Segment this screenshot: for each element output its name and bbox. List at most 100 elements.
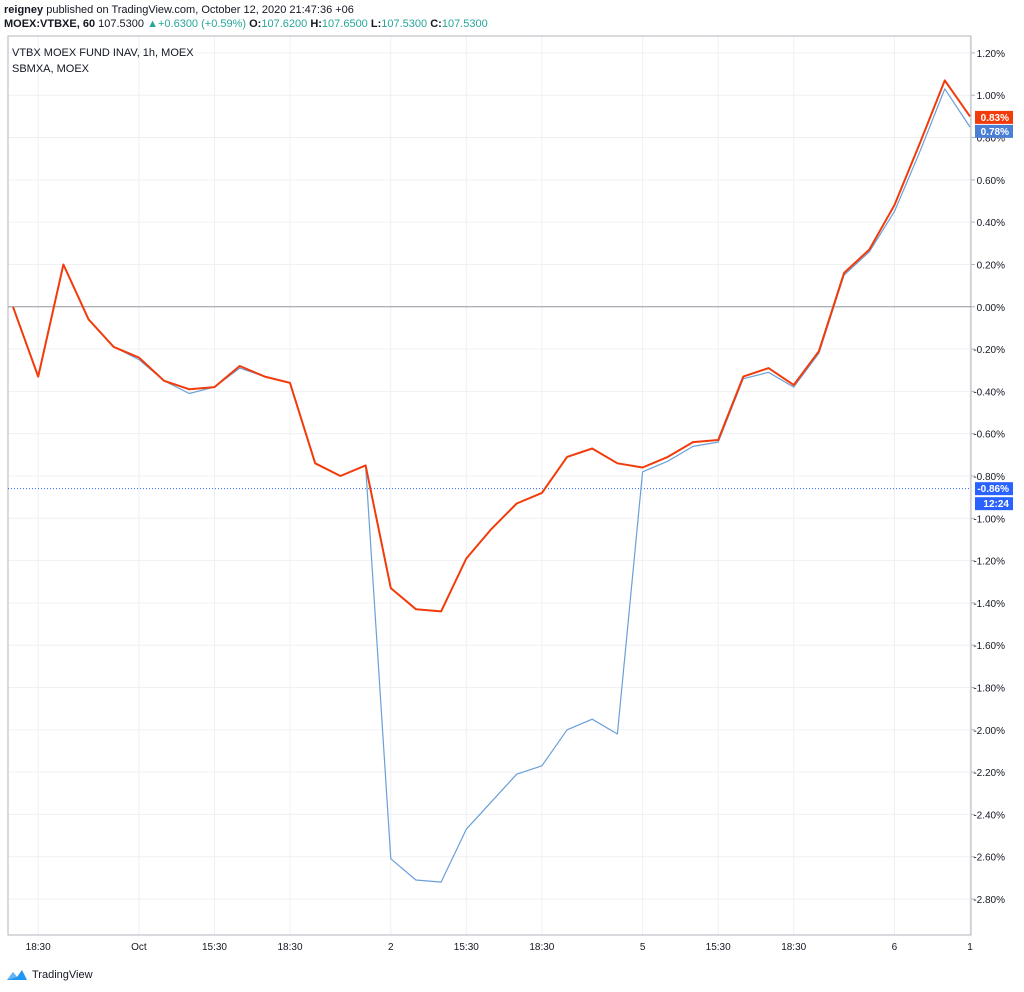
ohlc-line: MOEX:VTBXE, 60 107.5300 ▲+0.6300 (+0.59%…: [4, 17, 1014, 31]
y-tick-label[interactable]: -0.40%: [973, 387, 1005, 398]
x-tick-label[interactable]: 18:30: [278, 942, 303, 953]
series-1-point[interactable]: [841, 270, 847, 276]
series-2-point[interactable]: [438, 879, 444, 885]
series-2-point[interactable]: [463, 826, 469, 832]
series-1-point[interactable]: [967, 113, 973, 119]
series-1-point[interactable]: [237, 363, 243, 369]
price-axis-labels[interactable]: 1.20% 1.00% 0.80% 0.60% 0.40% 0.20% 0.00% -0.20…: [971, 49, 1005, 906]
y-tick-label[interactable]: -2.00%: [973, 726, 1005, 737]
y-tick-label[interactable]: -1.00%: [973, 514, 1005, 525]
y-tick-label[interactable]: -0.20%: [973, 345, 1005, 356]
series-1-point[interactable]: [262, 374, 268, 380]
y-tick-label[interactable]: -1.60%: [973, 641, 1005, 652]
series-1-point[interactable]: [287, 380, 293, 386]
series-1-point[interactable]: [690, 439, 696, 445]
series-1-point[interactable]: [614, 460, 620, 466]
series-group[interactable]: [10, 77, 973, 885]
y-tick-label[interactable]: 0.40%: [977, 218, 1005, 229]
close-label: C:: [430, 18, 442, 30]
series-1-point[interactable]: [111, 344, 117, 350]
series-1-point[interactable]: [388, 585, 394, 591]
series-1-point[interactable]: [60, 261, 66, 267]
series-1-point[interactable]: [539, 490, 545, 496]
y-tick-label[interactable]: -0.80%: [973, 472, 1005, 483]
y-tick-label[interactable]: -0.60%: [973, 430, 1005, 441]
series-1-point[interactable]: [161, 378, 167, 384]
series-2-point[interactable]: [589, 716, 595, 722]
series-1-point[interactable]: [564, 454, 570, 460]
y-tick-label[interactable]: -2.20%: [973, 768, 1005, 779]
y-tick-label[interactable]: -1.40%: [973, 599, 1005, 610]
series-1-point[interactable]: [791, 382, 797, 388]
y-tick-label[interactable]: 0.80%: [977, 134, 1005, 145]
x-tick-label[interactable]: 5: [640, 942, 646, 953]
y-tick-label[interactable]: -2.60%: [973, 853, 1005, 864]
symbol-label[interactable]: MOEX:VTBXE, 60: [4, 18, 96, 30]
low-value: 107.5300: [381, 18, 428, 30]
series-1-point[interactable]: [866, 247, 872, 253]
series-1-point[interactable]: [211, 384, 217, 390]
series-2-point[interactable]: [967, 124, 973, 130]
y-tick-label[interactable]: 0.60%: [977, 176, 1005, 187]
vertical-grid: [37, 36, 971, 935]
legend-subtitle[interactable]: SBMXA, MOEX: [12, 63, 90, 75]
series-2-point[interactable]: [388, 856, 394, 862]
series-1-point[interactable]: [186, 386, 192, 392]
x-tick-label[interactable]: 1: [967, 942, 973, 953]
x-tick-label[interactable]: 18:30: [529, 942, 554, 953]
series-1-point[interactable]: [489, 526, 495, 532]
series-line-2[interactable]: [12, 88, 971, 883]
x-tick-label[interactable]: 15:30: [706, 942, 731, 953]
x-tick-label[interactable]: 18:30: [26, 942, 51, 953]
high-value: 107.6500: [321, 18, 368, 30]
series-line-1[interactable]: [12, 79, 971, 613]
series-1-point[interactable]: [816, 348, 822, 354]
series-1-point[interactable]: [86, 316, 92, 322]
series-1-point[interactable]: [312, 460, 318, 466]
x-tick-label[interactable]: 2: [388, 942, 394, 953]
series-1-point[interactable]: [10, 304, 16, 310]
tradingview-logo-icon[interactable]: [6, 969, 28, 981]
series-1-point[interactable]: [715, 437, 721, 443]
series-2-point[interactable]: [539, 763, 545, 769]
legend-title[interactable]: VTBX MOEX FUND INAV, 1h, MOEX: [12, 47, 194, 59]
series-2-point[interactable]: [514, 771, 520, 777]
y-tick-label[interactable]: 1.00%: [977, 91, 1005, 102]
series-2-point[interactable]: [614, 731, 620, 737]
series-1-point[interactable]: [363, 462, 369, 468]
series-1-point[interactable]: [917, 141, 923, 147]
y-tick-label[interactable]: -1.80%: [973, 684, 1005, 695]
author-name[interactable]: reigney: [4, 4, 44, 16]
series-1-point[interactable]: [589, 445, 595, 451]
y-tick-label[interactable]: 0.00%: [977, 303, 1005, 314]
series-1-point[interactable]: [136, 355, 142, 361]
y-tick-label[interactable]: 1.20%: [977, 49, 1005, 60]
x-tick-label[interactable]: 18:30: [781, 942, 806, 953]
y-tick-label[interactable]: -1.20%: [973, 557, 1005, 568]
series-1-point[interactable]: [665, 454, 671, 460]
footer-brand[interactable]: TradingView: [32, 969, 93, 981]
series-1-point[interactable]: [438, 608, 444, 614]
series-1-point[interactable]: [942, 77, 948, 83]
x-tick-label[interactable]: 15:30: [202, 942, 227, 953]
y-tick-label[interactable]: -2.40%: [973, 810, 1005, 821]
series-1-point[interactable]: [413, 606, 419, 612]
series-1-point[interactable]: [640, 465, 646, 471]
x-tick-label[interactable]: Oct: [131, 942, 147, 953]
series-2-point[interactable]: [489, 799, 495, 805]
series-1-point[interactable]: [891, 202, 897, 208]
x-tick-label[interactable]: 6: [892, 942, 898, 953]
x-tick-label[interactable]: 15:30: [454, 942, 479, 953]
time-axis-labels[interactable]: 18:30 Oct 15:30 18:30 2 15:30 18:30 5 15:30 18:30…: [26, 942, 974, 953]
y-tick-label[interactable]: 0.20%: [977, 260, 1005, 271]
series-2-point[interactable]: [413, 877, 419, 883]
series-1-point[interactable]: [514, 500, 520, 506]
series-1-point[interactable]: [35, 374, 41, 380]
series-1-point[interactable]: [337, 473, 343, 479]
series-1-point[interactable]: [463, 555, 469, 561]
y-tick-label[interactable]: -2.80%: [973, 895, 1005, 906]
series-1-point[interactable]: [766, 365, 772, 371]
series-2-point[interactable]: [564, 727, 570, 733]
series-1-point[interactable]: [740, 374, 746, 380]
